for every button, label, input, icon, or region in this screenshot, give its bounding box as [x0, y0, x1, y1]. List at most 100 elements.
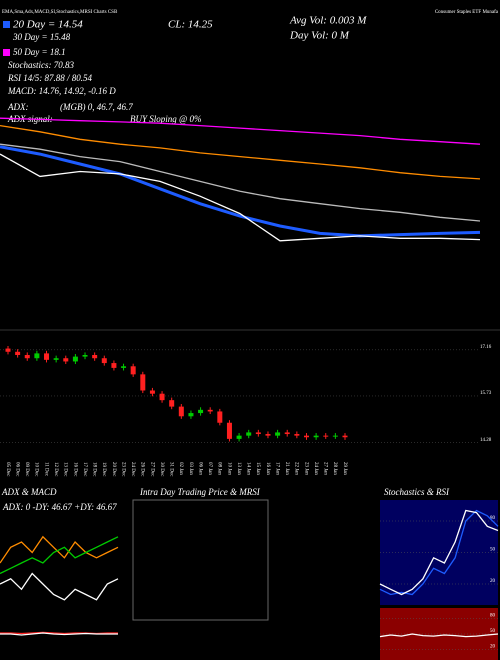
- ma20: 20 Day = 14.54: [13, 19, 83, 31]
- x-tick-label: 21 Jan: [284, 462, 289, 475]
- x-tick-label: 12 Dec: [53, 462, 58, 477]
- candle-body: [34, 353, 40, 359]
- candle-body: [178, 406, 184, 417]
- adx-signal-val: BUY Sloping @ 0%: [130, 114, 202, 124]
- candle-body: [82, 355, 88, 357]
- x-tick-label: 20 Dec: [111, 462, 116, 477]
- x-tick-label: 17 Dec: [82, 462, 87, 477]
- panel-title: ADX & MACD: [1, 487, 57, 497]
- x-tick-label: 22 Jan: [294, 462, 299, 475]
- x-tick-label: 02 Jan: [178, 462, 183, 475]
- x-tick-label: 13 Jan: [236, 462, 241, 475]
- panel-bg: [380, 608, 498, 660]
- candle-body: [265, 434, 271, 436]
- x-tick-label: 05 Dec: [5, 462, 10, 477]
- legend-swatch: [3, 21, 10, 28]
- candle-body: [207, 409, 213, 412]
- candle-body: [342, 435, 348, 438]
- candle-body: [236, 435, 242, 439]
- series-line: [0, 632, 118, 636]
- series-line: [0, 153, 481, 242]
- candle-body: [332, 435, 338, 437]
- series-line: [379, 633, 499, 638]
- x-tick-label: 08 Jan: [217, 462, 222, 475]
- candle-body: [101, 358, 107, 364]
- x-tick-label: 24 Jan: [313, 462, 318, 475]
- candle-body: [313, 435, 319, 438]
- candle-body: [140, 374, 146, 391]
- x-tick-label: 10 Jan: [226, 462, 231, 475]
- avg-vol: Avg Vol: 0.003 M: [289, 15, 367, 27]
- strip-right: Consumer Staples ETF Munafa: [435, 10, 499, 15]
- x-tick-label: 23 Jan: [303, 462, 308, 475]
- candle-body: [159, 393, 165, 401]
- y-tick-label: 80: [490, 516, 496, 521]
- x-tick-label: 24 Dec: [130, 462, 135, 477]
- series-line: [0, 117, 481, 145]
- y-tick-label: 50: [490, 629, 496, 634]
- y-tick-label: 17.16: [480, 345, 492, 350]
- candle-body: [284, 432, 290, 435]
- x-tick-label: 19 Dec: [101, 462, 106, 477]
- panel-title: Stochastics & RSI: [384, 487, 450, 497]
- candle-body: [72, 356, 78, 362]
- candle-body: [246, 432, 252, 436]
- y-tick-label: 80: [490, 614, 496, 619]
- series-line: [379, 509, 499, 596]
- candle-body: [5, 348, 11, 352]
- x-tick-label: 16 Dec: [72, 462, 77, 477]
- x-tick-label: 27 Jan: [323, 462, 328, 475]
- series-line: [0, 143, 481, 222]
- x-tick-label: 18 Dec: [92, 462, 97, 477]
- candle-body: [15, 351, 21, 355]
- close: CL: 14.25: [168, 19, 213, 31]
- y-tick-label: 14.28: [480, 438, 492, 443]
- candle-body: [188, 413, 194, 417]
- x-tick-label: 30 Dec: [159, 462, 164, 477]
- candle-body: [53, 358, 59, 360]
- candle-body: [198, 409, 204, 414]
- candle-body: [121, 366, 127, 368]
- legend-swatch: [3, 49, 10, 56]
- panel-frame: [132, 499, 269, 621]
- x-tick-label: 23 Dec: [120, 462, 125, 477]
- candle-body: [130, 366, 136, 375]
- y-tick-label: 50: [490, 548, 496, 553]
- x-tick-label: 03 Jan: [188, 462, 193, 475]
- x-tick-label: 13 Dec: [63, 462, 68, 477]
- x-tick-label: 10 Dec: [34, 462, 39, 477]
- candle-body: [303, 435, 309, 438]
- candle-body: [226, 422, 232, 439]
- candle-body: [323, 435, 329, 437]
- candle-body: [255, 432, 261, 435]
- series-line: [0, 145, 481, 238]
- panel-bg: [380, 500, 498, 605]
- candle-body: [92, 355, 98, 359]
- candle-body: [169, 400, 175, 407]
- x-tick-label: 14 Jan: [246, 462, 251, 475]
- day-vol: Day Vol: 0 M: [289, 30, 350, 42]
- series-line: [0, 124, 481, 180]
- strip-left: EMA,Sma,Adx,MACD,SI,Stochastics,MRSI Cha…: [2, 10, 118, 15]
- x-tick-label: 06 Dec: [14, 462, 19, 477]
- series-line: [0, 572, 119, 601]
- y-tick-label: 20: [490, 645, 496, 650]
- candle-body: [294, 434, 300, 436]
- x-tick-label: 06 Jan: [197, 462, 202, 475]
- macd: MACD: 14.76, 14.92, -0.16 D: [7, 86, 116, 96]
- candle-body: [44, 353, 50, 360]
- series-line: [0, 536, 119, 575]
- series-line: [379, 509, 499, 596]
- candle-body: [217, 411, 223, 423]
- series-line: [0, 535, 119, 564]
- candle-body: [24, 355, 30, 359]
- y-tick-label: 15.73: [480, 391, 492, 396]
- candle-body: [149, 390, 155, 394]
- rsi: RSI 14/5: 87.88 / 80.54: [7, 73, 92, 83]
- x-tick-label: 28 Jan: [332, 462, 337, 475]
- adx-val: (MGB) 0, 46.7, 46.7: [60, 102, 133, 112]
- x-tick-label: 29 Jan: [342, 462, 347, 475]
- x-tick-label: 17 Jan: [274, 462, 279, 475]
